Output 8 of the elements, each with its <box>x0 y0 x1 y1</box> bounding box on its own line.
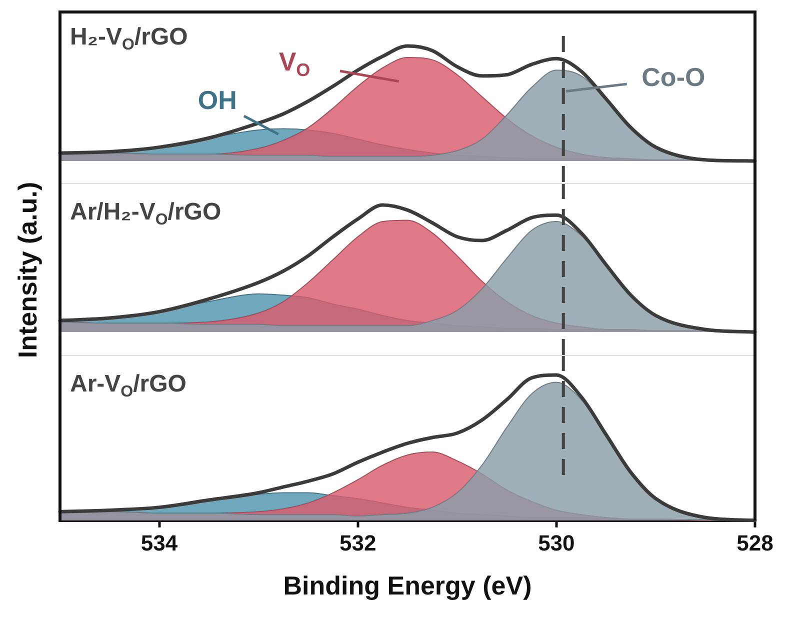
x-tick-label: 528 <box>736 530 774 556</box>
legend-label: Co-O <box>642 62 706 92</box>
x-tick-label: 530 <box>538 530 575 556</box>
x-tick-label: 534 <box>140 530 178 556</box>
x-tick-label: 532 <box>340 530 376 556</box>
x-axis-title: Binding Energy (eV) <box>283 570 532 601</box>
y-axis-title: Intensity (a.u.) <box>12 182 44 358</box>
series-label: OH <box>198 85 237 116</box>
